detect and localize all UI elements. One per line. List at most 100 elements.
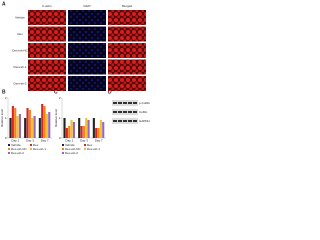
bar: [72, 122, 75, 138]
legend-swatch: [84, 148, 86, 150]
micrograph: [108, 59, 146, 75]
y-tick-label: 2: [5, 96, 7, 100]
micrograph: [28, 59, 66, 75]
bar: [63, 118, 66, 138]
panel-label: A: [2, 1, 6, 7]
legend-swatch: [30, 148, 32, 150]
legend-swatch: [62, 148, 64, 150]
micrograph: [68, 10, 106, 25]
bar: [87, 120, 90, 138]
bar: [31, 118, 34, 138]
blot-band: [118, 102, 122, 104]
bar: [18, 114, 21, 138]
x-tick-label: Day 7: [95, 138, 103, 142]
micrograph: [108, 43, 146, 58]
x-tick-label: Day 1: [65, 138, 73, 142]
blot-band: [133, 120, 137, 122]
bar: [26, 108, 29, 138]
bar: [102, 122, 105, 138]
panel-label: B: [2, 89, 6, 95]
blot-band: [118, 111, 122, 113]
bar: [99, 120, 102, 138]
legend-label: Dex+sh-NC: [65, 147, 81, 151]
blot-band: [113, 120, 117, 122]
row-label: Dex: [17, 32, 23, 36]
bar: [11, 106, 14, 138]
legend-swatch: [84, 144, 86, 146]
bar: [43, 106, 46, 138]
bar: [24, 118, 27, 138]
micrograph: [28, 43, 66, 58]
y-tick-label: 0: [5, 136, 7, 140]
y-tick-label: 1: [5, 116, 7, 120]
micrograph: [108, 26, 146, 42]
blot-band: [123, 111, 127, 113]
legend-label: Dex: [33, 143, 39, 147]
bar: [97, 128, 100, 138]
bar: [65, 128, 68, 138]
bar: [85, 118, 88, 138]
bar: [45, 114, 48, 138]
bar: [33, 116, 36, 138]
x-tick-label: Day 3: [26, 138, 34, 142]
row-label: Dex+sh-NC: [12, 48, 28, 52]
blot-band: [113, 111, 117, 113]
figure: A B C D F-actin DAPI MergedVehicleDexDex+s…: [0, 1, 150, 155]
legend-swatch: [8, 144, 10, 146]
legend-label: Dex+sh-2: [11, 151, 24, 155]
legend-swatch: [8, 152, 10, 154]
bar: [9, 118, 12, 138]
panel-label: D: [108, 89, 112, 95]
micrograph: [28, 26, 66, 42]
blot-label: Cofilin: [139, 110, 148, 114]
legend-swatch: [30, 144, 32, 146]
blot-band: [133, 111, 137, 113]
y-axis-label: Relative level: [54, 109, 58, 127]
bar: [78, 118, 81, 138]
x-tick-label: Day 1: [11, 138, 19, 142]
bar: [95, 128, 98, 138]
legend-label: Dex+sh-1: [33, 147, 46, 151]
blot-band: [133, 102, 137, 104]
row-label: Vehicle: [15, 15, 25, 19]
legend-swatch: [62, 152, 64, 154]
legend-label: Dex+sh-2: [65, 151, 78, 155]
page: A B C D F-actin DAPI Merged Vehicle Dex Dex+s…: [0, 1, 150, 155]
blot-band: [123, 102, 127, 104]
blot-band: [128, 111, 132, 113]
bar: [14, 108, 17, 138]
bar: [41, 104, 44, 138]
x-tick-label: Day 7: [41, 138, 49, 142]
bar: [80, 126, 83, 138]
bar: [70, 120, 73, 138]
legend-label: Dex: [87, 143, 93, 147]
column-label: Merged: [122, 4, 133, 8]
y-tick-label: 0: [59, 136, 61, 140]
micrograph: [28, 10, 66, 25]
micrograph: [68, 76, 106, 91]
column-label: F-actin: [42, 4, 52, 8]
y-tick-label: 2: [59, 96, 61, 100]
blot-band: [123, 120, 127, 122]
blot-band: [128, 102, 132, 104]
bar: [68, 126, 71, 138]
y-tick-label: 1: [59, 116, 61, 120]
bar: [28, 110, 31, 138]
micrograph: [108, 76, 146, 91]
bar: [48, 112, 51, 138]
y-axis-label: Relative level: [0, 109, 4, 127]
legend-swatch: [8, 148, 10, 150]
x-tick-label: Day 3: [80, 138, 88, 142]
bar: [92, 118, 95, 138]
micrograph: [108, 10, 146, 25]
bar: [16, 116, 19, 138]
legend-swatch: [62, 144, 64, 146]
micrograph: [68, 26, 106, 42]
bar: [82, 126, 85, 138]
column-label: DAPI: [83, 4, 90, 8]
row-label: Dex+sh-2: [14, 81, 27, 85]
legend-label: Vehicle: [65, 143, 75, 147]
blot-label: GAPDH: [139, 119, 150, 123]
legend-label: Vehicle: [11, 143, 21, 147]
legend-label: Dex+sh-1: [87, 147, 100, 151]
